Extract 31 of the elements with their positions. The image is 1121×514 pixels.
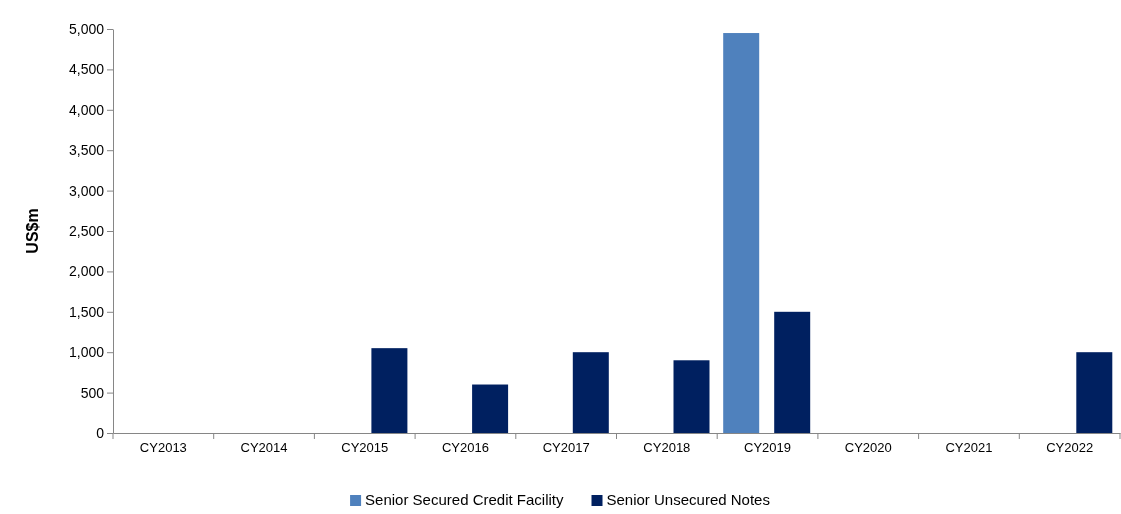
- x-tick-label: CY2019: [744, 439, 792, 455]
- x-tick-label: CY2017: [542, 439, 590, 455]
- y-tick-label: 4,000: [68, 101, 105, 118]
- bar: [774, 311, 811, 433]
- bar: [572, 352, 609, 433]
- y-tick-label: 3,500: [68, 142, 105, 159]
- bar: [1076, 352, 1113, 433]
- x-tick-label: CY2021: [945, 439, 993, 455]
- x-tick-label: CY2020: [844, 439, 892, 455]
- y-tick-label: 1,000: [68, 344, 105, 361]
- y-tick-label: 5,000: [68, 20, 105, 37]
- bar: [472, 384, 509, 433]
- y-tick-label: 0: [96, 424, 105, 441]
- legend-label: Senior Unsecured Notes: [606, 491, 770, 508]
- y-tick-label: 2,500: [68, 222, 105, 239]
- y-tick-label: 2,000: [68, 263, 105, 280]
- y-tick-label: 3,000: [68, 182, 105, 199]
- y-tick-label: 4,500: [68, 61, 105, 78]
- x-tick-label: CY2014: [240, 439, 288, 455]
- y-tick-label: 500: [80, 384, 105, 401]
- bar: [371, 348, 408, 433]
- x-tick-label: CY2018: [643, 439, 691, 455]
- y-axis-title: US$m: [24, 208, 41, 254]
- x-tick-label: CY2022: [1046, 439, 1094, 455]
- y-tick-label: 1,500: [68, 303, 105, 320]
- x-tick-label: CY2016: [441, 439, 489, 455]
- legend-label: Senior Secured Credit Facility: [365, 491, 564, 508]
- x-tick-label: CY2013: [139, 439, 187, 455]
- x-tick-label: CY2015: [341, 439, 389, 455]
- bar: [723, 33, 760, 433]
- bar: [673, 360, 710, 433]
